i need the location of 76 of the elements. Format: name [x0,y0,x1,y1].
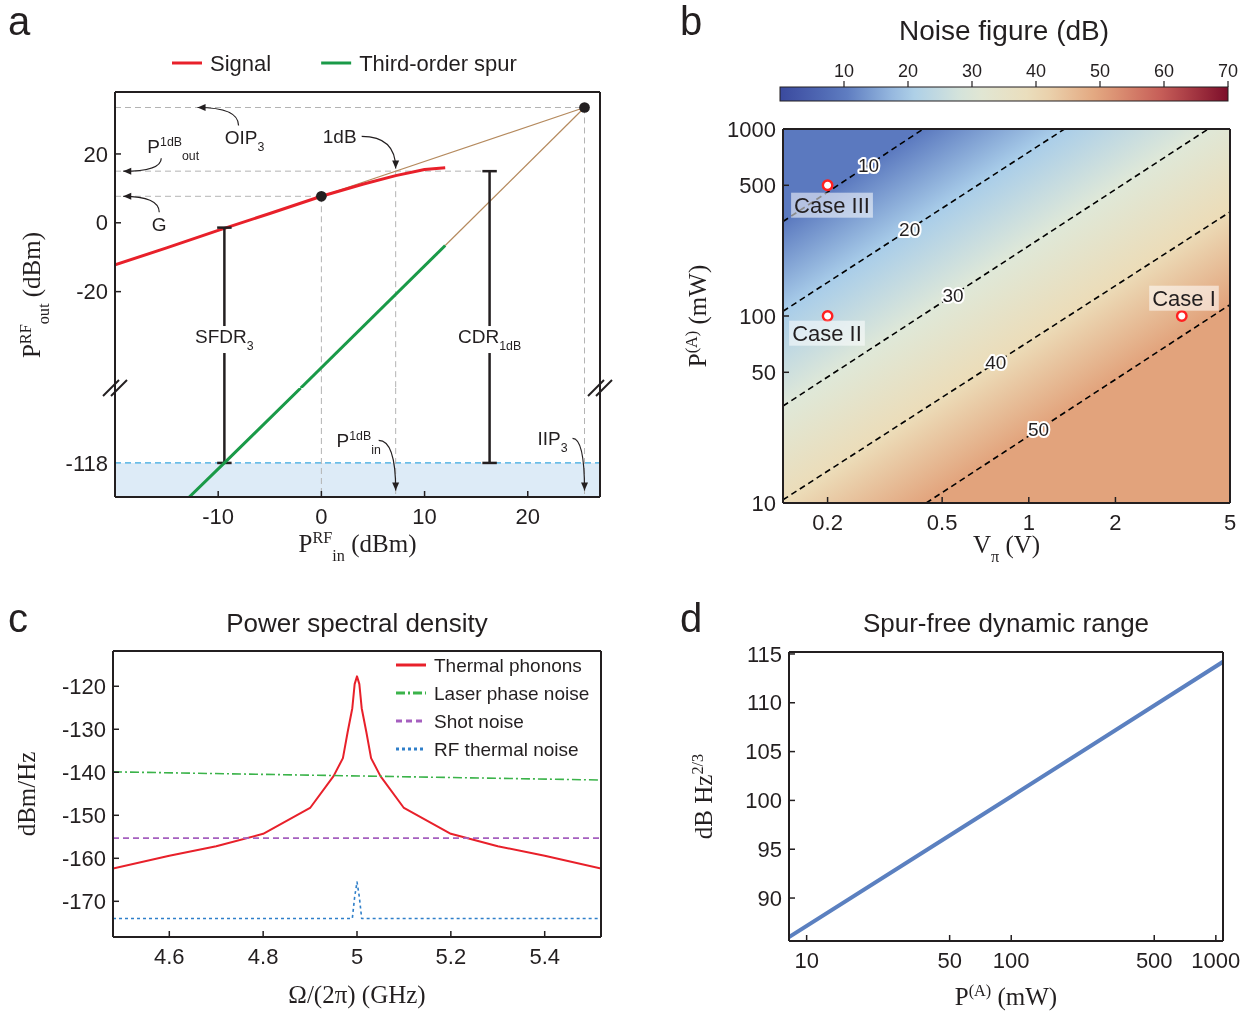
annotation: Case II [792,320,862,346]
annotation: Case I [1152,285,1216,311]
y-tick-label: 100 [739,303,776,329]
legend-label: Laser phase noise [434,682,590,704]
y-tick-label: 95 [757,836,782,862]
chart-title: Power spectral density [226,608,488,638]
legend-label: Thermal phonons [434,654,582,676]
annotation: IIP$_{3}$ [537,428,568,456]
annotation: 30 [942,284,964,306]
y-tick-label: 20 [83,141,108,167]
x-tick-label: 2 [1109,510,1122,535]
y-tick-label: 100 [745,788,782,814]
color-bar-label: 70 [1217,61,1239,81]
y-tick-label: 50 [751,359,776,385]
annotation: OIP$_{3}$ [224,127,265,155]
x-tick-label: 4.6 [154,944,185,969]
annotation: 50 [1028,419,1050,441]
legend-label: Third-order spur [359,50,517,76]
y-tick-label: -160 [61,846,106,871]
annotation: 20 [899,218,921,240]
x-tick-label: 5 [1223,510,1237,535]
x-tick-label: 20 [515,504,541,529]
y-tick-label: 90 [757,885,782,911]
x-tick-label: 10 [412,504,437,529]
color-bar-label: 10 [833,61,855,81]
y-tick-label: -140 [61,759,106,785]
x-tick-label: 0 [315,504,328,529]
y-tick-label: -170 [61,889,106,914]
color-bar-label: 50 [1089,61,1111,81]
y-tick-label: 115 [746,641,782,667]
x-tick-label: 10 [794,948,819,973]
x-tick-label: 100 [992,948,1030,973]
annotation: CDR$_{1dB}$ [458,326,522,354]
chart-title: Spur-free dynamic range [862,608,1150,638]
y-tick-label: 110 [746,690,782,716]
color-bar-label: 60 [1153,61,1175,81]
annotation: 10 [858,154,880,176]
x-tick-label: 5.4 [529,944,560,969]
color-bar-title: Noise figure (dB) [898,15,1110,46]
annotation: 40 [985,352,1007,374]
color-bar-label: 40 [1025,61,1047,81]
x-tick-label: 0.5 [926,510,958,535]
x-axis-title: P$^{(A)}$ (mW) [954,982,1058,1011]
text: c [8,596,28,640]
x-tick-label: 4.8 [247,944,279,969]
annotation: SFDR$_{3}$ [195,326,254,354]
x-tick-label: 0.2 [812,510,843,535]
x-tick-label: 1000 [1191,948,1241,973]
y-tick-label: -130 [61,716,106,742]
y-axis-title: dBm/Hz [13,751,40,837]
y-tick-label: -120 [61,673,106,699]
color-bar-label: 20 [897,61,919,81]
y-tick-label: 500 [739,172,776,198]
y-tick-label: 105 [745,739,782,765]
legend-label: RF thermal noise [434,738,579,760]
text: -118 [65,450,108,476]
x-tick-label: -10 [202,504,235,529]
annotation: G [151,213,167,235]
x-tick-label: 5.2 [435,944,467,969]
annotation: Case III [794,192,870,218]
y-tick-label: 1000 [727,116,776,142]
color-bar-label: 30 [961,61,983,81]
x-tick-label: 50 [937,948,962,973]
x-axis-title: P$^{RF}$$_{in}$ (dBm) [298,529,417,565]
text: a [8,0,31,43]
y-tick-label: -150 [61,802,106,828]
legend-label: Shot noise [434,710,524,732]
annotation: 1dB [322,126,357,148]
legend-label: Signal [210,50,272,76]
x-axis-title: Ω/(2π) (GHz) [288,981,426,1009]
text: b [680,0,703,43]
y-tick-label: 0 [95,210,108,236]
text: d [680,596,703,640]
y-tick-label: -20 [76,279,108,305]
x-tick-label: 5 [350,944,364,969]
x-tick-label: 500 [1135,948,1173,973]
